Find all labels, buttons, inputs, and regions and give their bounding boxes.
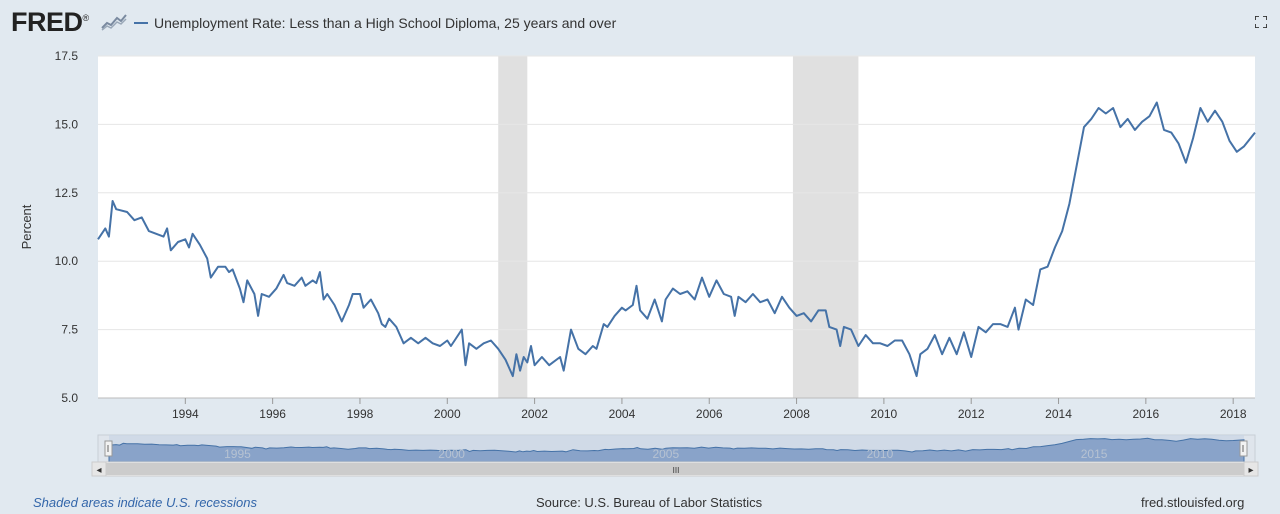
navigator-label: 2000 [438,447,465,461]
navigator[interactable]: 1995 2000 2005 2010 2015 [97,434,1256,464]
x-tick-label: 2004 [609,407,636,421]
scrollbar-right-button[interactable] [1243,461,1259,477]
y-tick-label: 17.5 [55,49,79,63]
x-tick-label: 1998 [347,407,374,421]
recession-band-1 [792,56,859,398]
recession-band-0 [498,56,528,398]
x-tick-label: 2002 [521,407,548,421]
scroll-right-arrow-icon: ▸ [1248,465,1253,476]
scrollbar[interactable]: ◂ III ▸ [91,461,1259,477]
scrollbar-thumb[interactable] [106,463,1244,475]
x-tick-label: 2016 [1132,407,1159,421]
y-tick-label: 5.0 [61,391,78,405]
scroll-grip-icon: III [673,466,680,475]
navigator-label: 2005 [652,447,679,461]
navigator-series-area [108,437,1245,463]
y-tick-label: 12.5 [55,186,79,200]
source-note: Source: U.S. Bureau of Labor Statistics [536,495,763,510]
x-tick-label: 2018 [1220,407,1247,421]
fred-logo[interactable]: FRED® [11,7,89,38]
scroll-left-arrow-icon: ◂ [96,465,101,476]
y-tick-label: 7.5 [61,323,78,337]
x-tick-label: 1996 [259,407,286,421]
y-tick-label: 15.0 [55,117,79,131]
navigator-label: 2015 [1081,447,1108,461]
legend-series-line [134,22,148,24]
x-tick-label: 2006 [696,407,723,421]
x-tick-label: 2014 [1045,407,1072,421]
x-tick-label: 2000 [434,407,461,421]
site-link[interactable]: fred.stlouisfed.org [1141,495,1245,510]
x-tick-label: 2008 [783,407,810,421]
x-tick-label: 2012 [958,407,985,421]
y-axis-label: Percent [19,204,34,249]
y-tick-label: 10.0 [55,254,79,268]
logo-trademark: ® [82,13,90,23]
fred-chart-logo-icon [101,13,127,31]
x-tick-label: 2010 [871,407,898,421]
navigator-label: 1995 [224,447,251,461]
x-tick-label: 1994 [172,407,199,421]
navigator-labels: 1995 2000 2005 2010 2015 [224,447,1108,461]
series-line [97,101,1256,378]
recession-note: Shaded areas indicate U.S. recessions [33,495,258,510]
chart-header: FRED® Unemployment Rate: Less than a Hig… [0,0,1280,50]
logo-text: FRED [11,7,83,37]
navigator-label: 2010 [867,447,894,461]
recession-shading [498,56,859,398]
plot-area [98,56,1255,398]
chart-title: Unemployment Rate: Less than a High Scho… [154,15,617,31]
y-axis-ticks: 5.0 7.5 10.0 12.5 15.0 17.5 [55,49,79,405]
y-gridlines [98,55,1255,399]
x-axis-ticks: 1994 1996 1998 2000 2002 2004 2006 2008 2010 2012… [172,398,1247,421]
